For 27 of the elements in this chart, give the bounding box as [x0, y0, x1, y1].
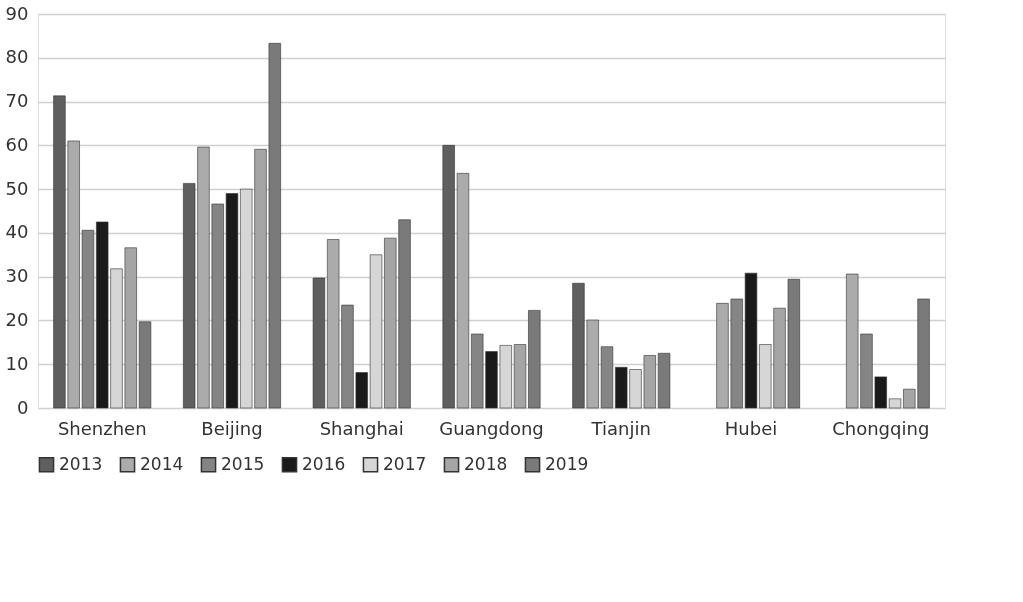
- legend-label: 2015: [221, 453, 265, 474]
- bar: [138, 321, 152, 409]
- y-tick-label: 40: [5, 221, 29, 243]
- x-tick-label: Hubei: [724, 417, 778, 439]
- y-tick-label: 70: [5, 90, 29, 112]
- x-tick-label: Shanghai: [319, 417, 404, 439]
- y-tick-label: 20: [5, 308, 29, 330]
- y-tick-label: 60: [5, 133, 29, 155]
- y-tick-label: 50: [5, 177, 29, 199]
- bar: [312, 277, 326, 409]
- x-tick-label: Tianjin: [590, 417, 651, 439]
- y-tick-label: 10: [5, 352, 29, 374]
- x-tick-label: Guangdong: [439, 417, 544, 439]
- legend-label: 2017: [383, 453, 427, 474]
- x-tick-label: Shenzhen: [57, 417, 147, 439]
- legend-label: 2019: [545, 453, 589, 474]
- y-tick-label: 30: [5, 265, 29, 287]
- bar: [657, 352, 671, 409]
- x-tick-label: Beijing: [201, 417, 263, 439]
- y-tick-label: 0: [17, 396, 29, 418]
- legend-label: 2016: [302, 453, 346, 474]
- legend-label: 2018: [464, 453, 508, 474]
- y-tick-label: 80: [5, 46, 29, 68]
- legend-label: 2013: [59, 453, 103, 474]
- legend-label: 2014: [140, 453, 184, 474]
- x-tick-label: Chongqing: [832, 417, 930, 439]
- y-tick-label: 90: [5, 2, 29, 24]
